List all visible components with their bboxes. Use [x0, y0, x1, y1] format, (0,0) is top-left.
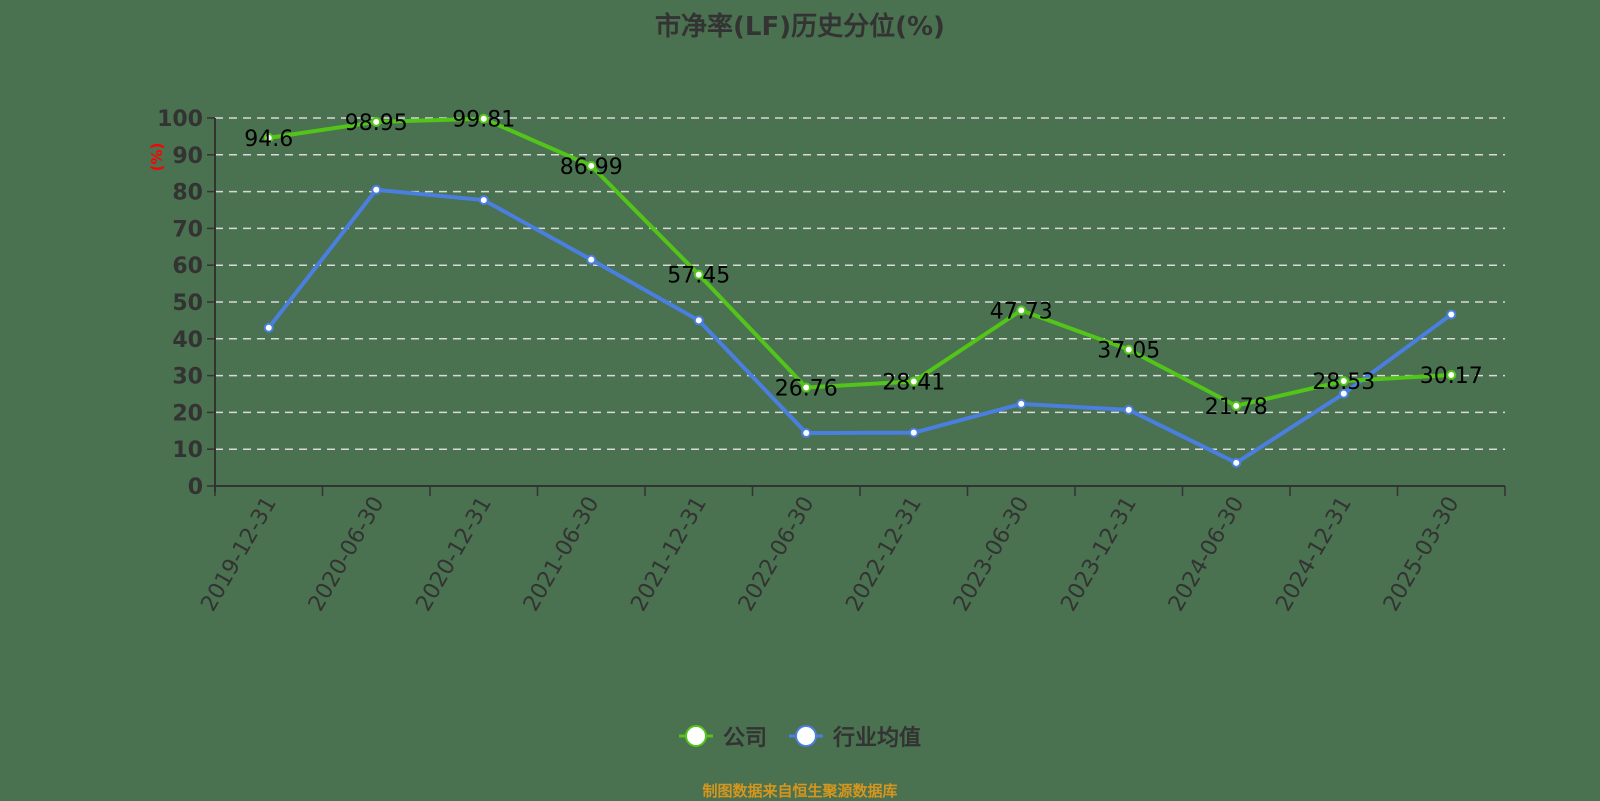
- data-point[interactable]: [1231, 400, 1242, 411]
- x-tick-label: 2020-12-31: [411, 493, 497, 616]
- legend-marker-icon: [678, 725, 713, 747]
- data-point[interactable]: [1231, 457, 1242, 468]
- data-point[interactable]: [1123, 404, 1134, 415]
- data-point[interactable]: [1446, 369, 1457, 380]
- y-tick-label: 50: [172, 291, 203, 316]
- data-point[interactable]: [1338, 376, 1349, 387]
- x-tick-label: 2025-03-30: [1379, 493, 1465, 616]
- x-tick-label: 2024-12-31: [1271, 493, 1357, 616]
- data-point[interactable]: [586, 254, 597, 265]
- y-tick-label: 20: [172, 401, 203, 426]
- data-point[interactable]: [801, 428, 812, 439]
- data-labels: 94.6 98.95 99.81 86.99 57.45 26.76 28.41 47.73 3…: [244, 108, 1482, 420]
- source-note: 制图数据来自恒生聚源数据库: [702, 782, 898, 800]
- data-point[interactable]: [1338, 388, 1349, 399]
- y-tick-label: 30: [172, 365, 203, 390]
- x-axis: 2019-12-31 2020-06-30 2020-12-31 2021-06-30…: [196, 485, 1506, 616]
- data-point[interactable]: [478, 113, 489, 124]
- series-layer: [263, 113, 1457, 468]
- data-point[interactable]: [1016, 305, 1027, 316]
- legend-label: 公司: [722, 726, 767, 751]
- x-tick-label: 2023-12-31: [1056, 493, 1142, 616]
- data-point[interactable]: [586, 160, 597, 171]
- y-tick-label: 40: [172, 328, 203, 353]
- x-tick-label: 2022-12-31: [841, 493, 927, 616]
- y-tick-label: 100: [157, 107, 203, 132]
- y-tick-label: 60: [172, 254, 203, 279]
- data-label: 37.05: [1097, 339, 1160, 364]
- legend-item-company[interactable]: 公司: [678, 720, 767, 752]
- x-tick-label: 2021-06-30: [519, 493, 605, 616]
- data-label: 99.81: [452, 108, 515, 133]
- data-label: 94.6: [244, 127, 293, 152]
- data-label: 57.45: [667, 264, 730, 289]
- x-tick-label: 2024-06-30: [1164, 493, 1250, 616]
- chart-title: 市净率(LF)历史分位(%): [655, 12, 945, 42]
- x-tick-label: 2022-06-30: [734, 493, 820, 616]
- y-tick-label: 90: [172, 144, 203, 169]
- x-tick-label: 2020-06-30: [304, 493, 390, 616]
- data-point[interactable]: [1446, 309, 1457, 320]
- data-label: 28.53: [1312, 370, 1375, 395]
- y-axis: 0 10 20 30 40 50 60 70 80 90 100 (%): [148, 107, 216, 500]
- data-point[interactable]: [263, 322, 274, 333]
- data-label: 26.76: [775, 377, 838, 402]
- x-tick-label: 2023-06-30: [949, 493, 1035, 616]
- data-point[interactable]: [693, 269, 704, 280]
- data-point[interactable]: [263, 132, 274, 143]
- y-tick-label: 0: [188, 475, 203, 500]
- legend-item-industry[interactable]: 行业均值: [789, 720, 921, 752]
- y-tick-label: 80: [172, 181, 203, 206]
- data-label: 21.78: [1205, 395, 1268, 420]
- y-axis-label: (%): [148, 143, 166, 172]
- data-point[interactable]: [1123, 344, 1134, 355]
- gridlines: [215, 117, 1505, 450]
- industry-line: [267, 187, 1453, 465]
- data-point[interactable]: [801, 382, 812, 393]
- data-point[interactable]: [371, 184, 382, 195]
- data-label: 28.41: [882, 370, 945, 395]
- data-point[interactable]: [1016, 398, 1027, 409]
- legend-marker-icon: [789, 725, 823, 747]
- company-line: [268, 116, 1452, 408]
- y-tick-label: 70: [172, 217, 203, 242]
- data-point[interactable]: [693, 315, 704, 326]
- x-tick-label: 2021-12-31: [626, 493, 712, 616]
- data-point[interactable]: [908, 376, 919, 387]
- legend-label: 行业均值: [833, 726, 922, 751]
- data-point[interactable]: [371, 116, 382, 127]
- y-tick-label: 10: [172, 438, 203, 463]
- x-tick-label: 2019-12-31: [196, 493, 282, 616]
- data-label: 47.73: [990, 299, 1053, 324]
- legend: 公司 行业均值: [0, 720, 1600, 752]
- data-point[interactable]: [908, 427, 919, 438]
- data-label: 98.95: [345, 111, 408, 136]
- data-point[interactable]: [478, 195, 489, 206]
- data-label: 30.17: [1420, 364, 1483, 389]
- data-label: 86.99: [560, 155, 623, 180]
